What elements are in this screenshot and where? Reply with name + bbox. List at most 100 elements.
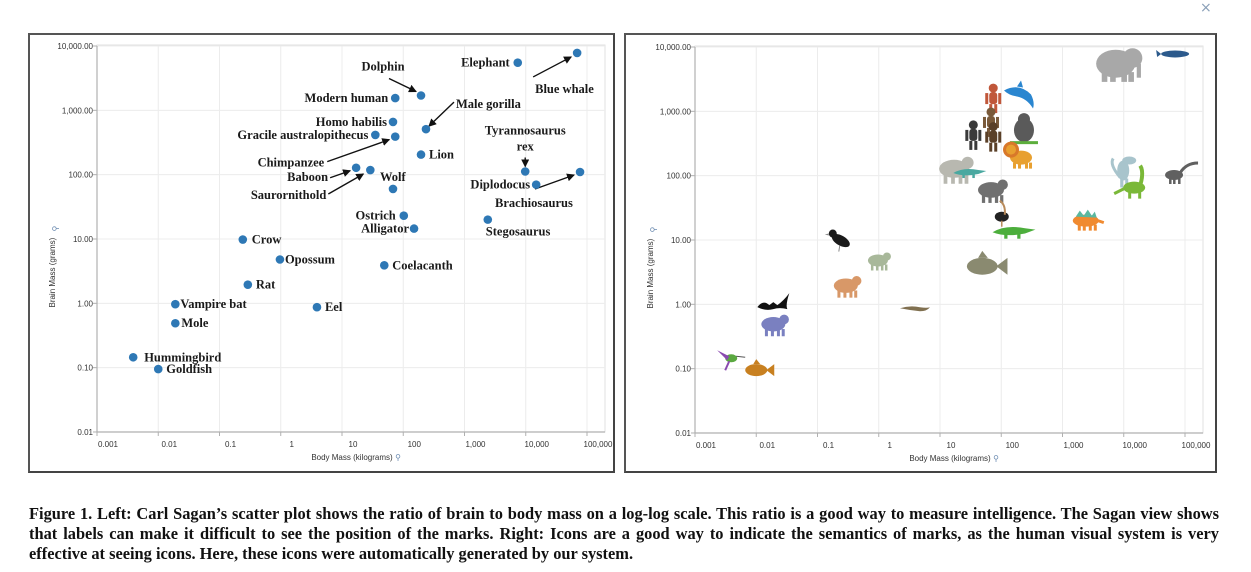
leg [1178,177,1181,184]
data-point [531,180,541,189]
hummingbird-icon [717,350,746,371]
wings [757,293,790,310]
head [988,83,998,93]
label-arrow [428,101,455,127]
data-point [366,165,375,175]
label-arrow [534,173,575,190]
leg [1088,224,1092,231]
arm [985,131,989,143]
icon-scatter-plot: 0.001 0.01 0.1 1 10 100 1,000 10,000 100,000 0.01… [646,43,1211,463]
body [966,257,998,275]
leg [764,329,768,337]
point-label: Lion [429,148,454,162]
leg [849,290,853,298]
data-points [128,48,585,374]
coelacanth-icon [966,250,1008,275]
close-icon[interactable]: × [1200,0,1212,16]
data-point [416,150,426,159]
x-tick-label: 1 [888,441,893,450]
point-label: Vampire bat [180,297,247,311]
leg [875,264,879,271]
label-arrow [532,56,573,78]
leg [770,329,774,337]
tail [996,257,1008,275]
mole-icon [761,314,789,337]
body [1013,118,1034,143]
data-point [128,352,138,362]
leg [884,264,888,271]
pin-icon: ⚲ [649,227,658,233]
beak [824,233,829,236]
body [745,364,768,377]
head [997,179,1008,190]
crow-icon [824,229,850,252]
head [1017,113,1030,126]
rat-icon [833,276,862,298]
x-tick-label: 0.01 [161,440,177,449]
arm [978,129,982,141]
stegosaurus-icon [1072,209,1105,231]
y-axis-title: Brain Mass (grams) [646,238,655,308]
wing [717,350,730,361]
point-label: Hummingbird [144,350,221,364]
body [1161,50,1190,58]
opossum-icon [867,252,891,271]
head [779,314,789,325]
point-label: Brachiosaurus [495,196,573,210]
y-tick-label: 0.10 [77,364,93,373]
leg [1173,177,1176,184]
point-label: Opossum [285,252,336,266]
point-label: Ostrich [355,209,395,223]
data-labels: Elephant Blue whale Dolphin Modern human Mal… [144,56,594,376]
x-tick-label: 0.1 [225,440,237,449]
leg [1013,162,1017,169]
tail [724,360,731,371]
x-tick-label: 1,000 [1063,441,1084,450]
wolf-icon [977,179,1008,203]
head [968,120,978,130]
sagan-labeled-scatter-panel: 0.001 0.01 0.1 1 10 100 1,000 10,000 100,000 0.01… [28,33,615,473]
data-point [371,130,380,140]
male-gorilla-icon [1009,113,1038,145]
point-label: Goldfish [166,362,212,376]
dolphin-icon [1004,80,1034,109]
arm [985,93,989,105]
leg [943,174,948,184]
x-tick-label: 10 [947,441,956,450]
leg [1169,177,1172,184]
chimpanzee-icon [985,122,1002,152]
pin-icon: ⚲ [51,226,60,232]
fin [753,359,761,365]
alligator-icon [992,227,1036,239]
head [986,107,996,117]
body [1072,214,1099,227]
pin-icon: ⚲ [993,454,999,463]
data-point [520,167,530,176]
body [992,227,1036,236]
body [953,169,987,176]
tail [766,364,775,377]
data-point [572,48,582,58]
point-label: Chimpanzee [258,156,325,170]
x-tick-label: 0.01 [759,441,775,450]
data-point [399,211,409,221]
point-label: Alligator [361,222,409,236]
leg [951,174,955,184]
y-tick-label: 100.00 [667,172,692,181]
x-tick-label: 0.1 [823,441,835,450]
point-label: Mole [181,316,209,330]
torso [969,128,978,141]
head [1122,156,1137,165]
leg [1017,233,1021,239]
leg [994,104,998,114]
leg [1082,224,1086,231]
x-tick-label: 100,000 [1182,441,1211,450]
ostrich-icon [994,199,1009,227]
y-tick-label: 1.00 [77,299,93,308]
body [833,278,858,293]
head [1122,48,1143,68]
y-tick-label: 0.10 [675,365,691,374]
data-point [312,302,322,312]
leg [837,290,841,298]
head [961,156,974,169]
